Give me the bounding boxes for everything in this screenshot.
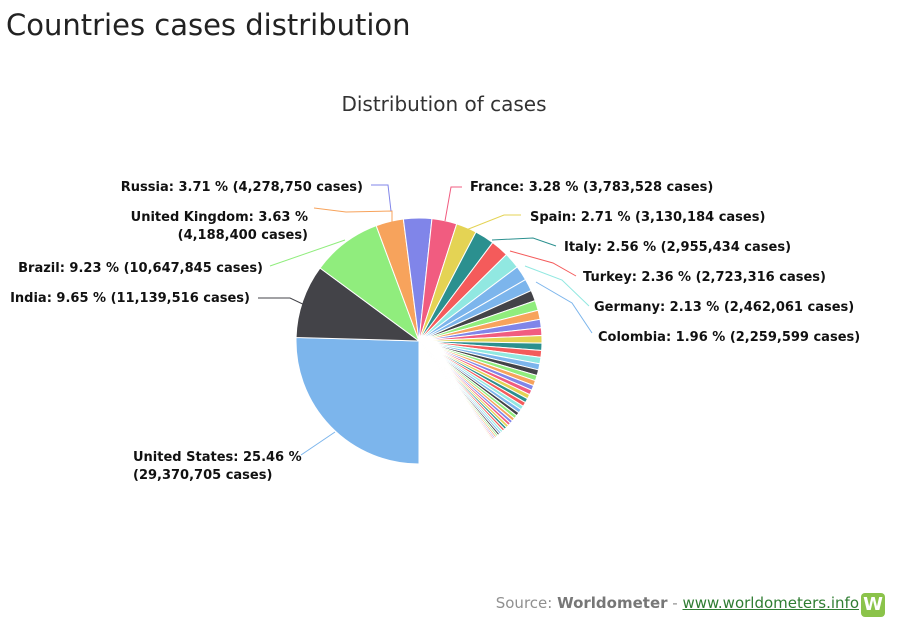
source-prefix: Source:	[495, 594, 558, 612]
data-label: Turkey: 2.36 % (2,723,316 cases)	[583, 270, 826, 285]
pie-slice-india	[295, 267, 421, 342]
data-label: Germany: 2.13 % (2,462,061 cases)	[594, 300, 854, 315]
data-label: Spain: 2.71 % (3,130,184 cases)	[530, 210, 765, 225]
source-separator: -	[667, 594, 683, 612]
data-label: United Kingdom: 3.63 % (4,188,400 cases)	[131, 210, 308, 243]
data-label: Brazil: 9.23 % (10,647,845 cases)	[18, 261, 263, 276]
connector-line	[269, 239, 346, 267]
page-title: Countries cases distribution	[6, 8, 411, 42]
source-brand: Worldometer	[557, 594, 668, 612]
worldometer-logo-icon: W	[861, 593, 885, 617]
pie-slice-other	[418, 340, 491, 443]
data-label: Italy: 2.56 % (2,955,434 cases)	[564, 240, 791, 255]
pie-slice-united-states	[295, 336, 420, 465]
connector-line	[371, 184, 392, 212]
connector-line	[300, 431, 336, 456]
source-link[interactable]: www.worldometers.info	[682, 594, 859, 612]
connector-line	[535, 281, 593, 334]
connector-line	[465, 214, 521, 231]
data-label: France: 3.28 % (3,783,528 cases)	[470, 180, 713, 195]
source-credit: Source: Worldometer - www.worldometers.i…	[496, 594, 859, 612]
connector-line	[258, 297, 310, 308]
connector-line	[491, 237, 557, 247]
data-label: Colombia: 1.96 % (2,259,599 cases)	[598, 330, 860, 345]
connector-line	[444, 186, 462, 222]
data-label: Russia: 3.71 % (4,278,750 cases)	[121, 180, 363, 195]
connector-line	[313, 207, 393, 225]
data-label: India: 9.65 % (11,139,516 cases)	[10, 291, 250, 306]
connector-line	[524, 265, 590, 307]
data-label: United States: 25.46 % (29,370,705 cases)	[133, 450, 302, 483]
chart-title: Distribution of cases	[341, 92, 546, 116]
connector-line	[509, 250, 577, 277]
